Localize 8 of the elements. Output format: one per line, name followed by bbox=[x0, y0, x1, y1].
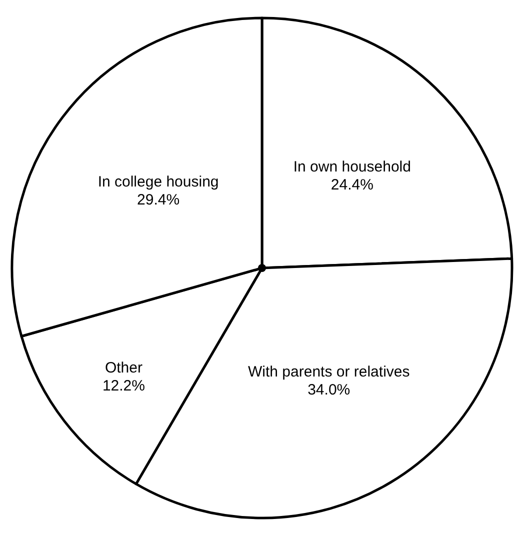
data-label: 34.0% bbox=[308, 381, 350, 398]
slice-label: Other bbox=[104, 359, 142, 376]
slice-label: With parents or relatives bbox=[248, 363, 410, 380]
data-label: 24.4% bbox=[330, 176, 374, 194]
slice-label: In college housing bbox=[98, 174, 219, 191]
data-label: 12.2% bbox=[102, 377, 145, 394]
data-label: 29.4% bbox=[137, 192, 180, 209]
slice-label: In own household bbox=[293, 158, 411, 176]
